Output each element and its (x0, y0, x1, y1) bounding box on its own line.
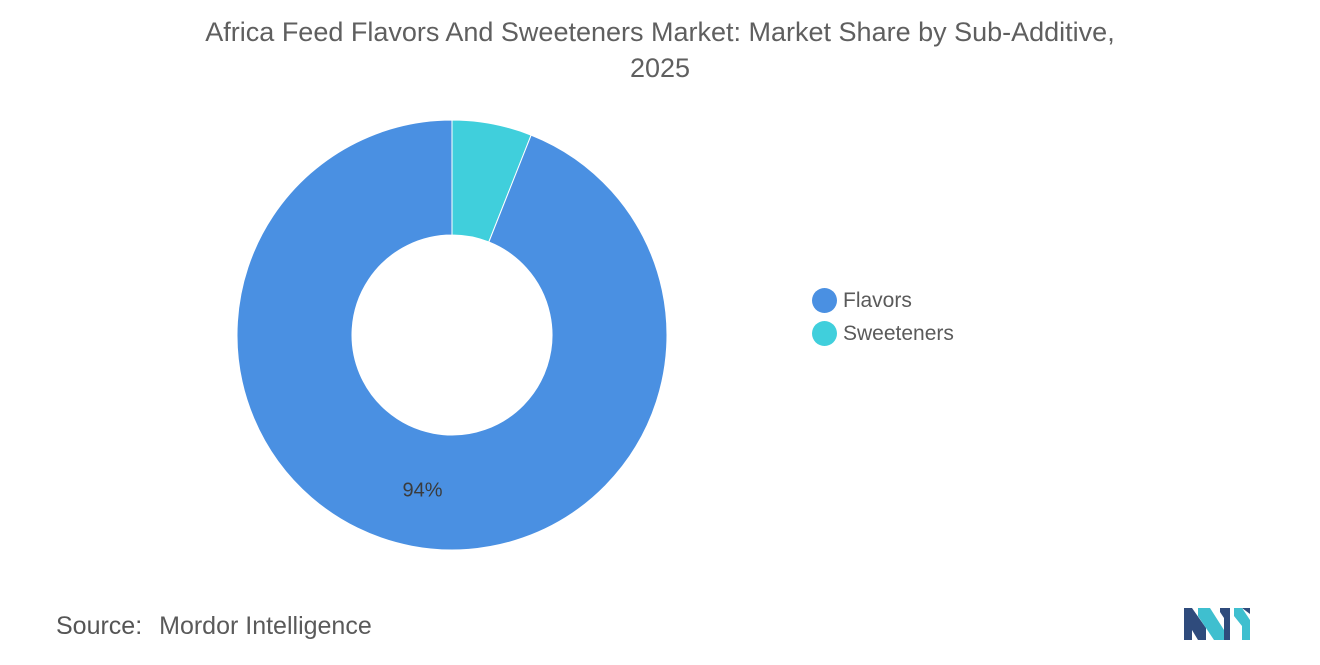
donut-slice-flavors (236, 119, 668, 551)
chart-title-line-1: Africa Feed Flavors And Sweeteners Marke… (205, 17, 1115, 47)
legend-item-flavors: Flavors (812, 284, 954, 317)
chart-legend: Flavors Sweeteners (812, 284, 954, 350)
chart-title: Africa Feed Flavors And Sweeteners Marke… (0, 14, 1320, 86)
source-value: Mordor Intelligence (159, 612, 372, 640)
data-label-flavors: 94% (402, 480, 442, 502)
legend-swatch-sweeteners (812, 321, 837, 346)
legend-swatch-flavors (812, 288, 837, 313)
source-note: Source: Mordor Intelligence (56, 612, 372, 641)
donut-slices (236, 119, 668, 551)
donut-data-labels: 94% (402, 480, 442, 502)
mordor-intelligence-logo-icon (1184, 608, 1250, 640)
source-label: Source: (56, 612, 143, 640)
legend-label-flavors: Flavors (843, 288, 912, 312)
legend-label-sweeteners: Sweeteners (843, 321, 954, 345)
chart-title-line-2: 2025 (629, 53, 691, 83)
legend-item-sweeteners: Sweeteners (812, 317, 954, 350)
